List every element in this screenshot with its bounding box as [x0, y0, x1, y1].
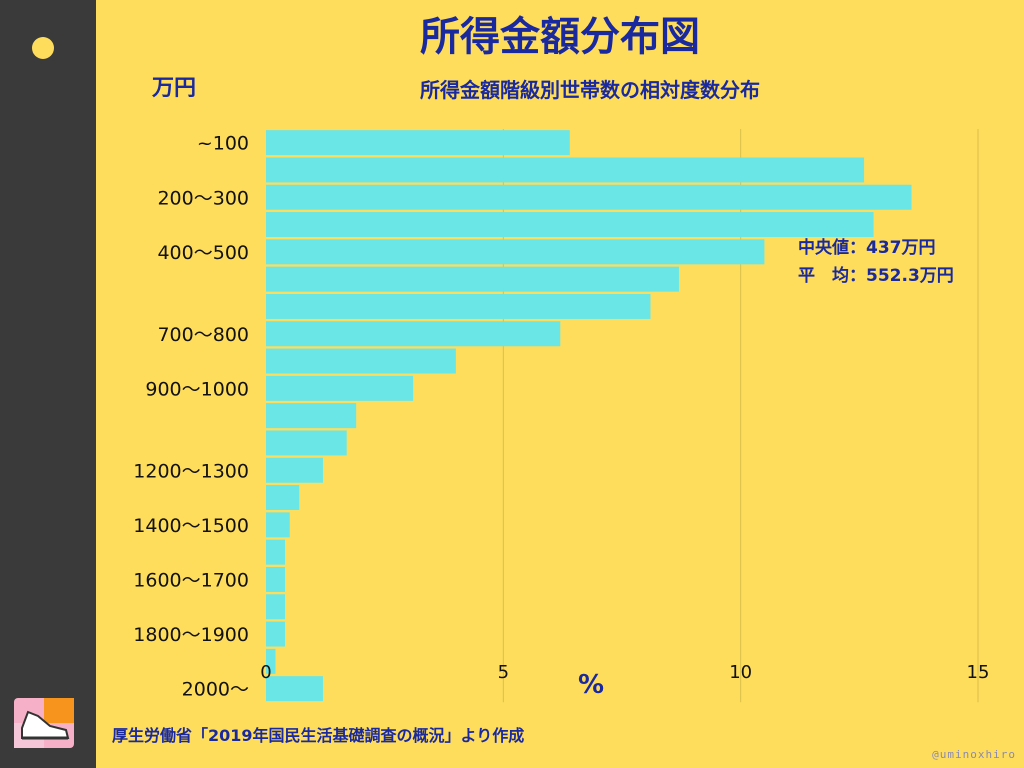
category-label-12: 1200～1300: [133, 460, 249, 482]
mean-row: 平 均：552.3万円: [798, 262, 954, 290]
bar-17: [266, 594, 285, 620]
chart-subtitle: 所得金額階級別世帯数の相対度数分布: [420, 78, 760, 102]
author-credit: @uminoxhiro: [932, 748, 1016, 761]
bar-14: [266, 512, 290, 538]
x-tick-label-0: 0: [260, 662, 271, 683]
median-row: 中央値：437万円: [798, 234, 954, 262]
bar-16: [266, 566, 285, 592]
category-label-18: 1800～1900: [133, 624, 249, 646]
x-tick-label-1: 5: [498, 662, 509, 683]
bar-7: [266, 321, 561, 347]
bar-9: [266, 375, 414, 401]
bar-13: [266, 485, 300, 511]
category-label-2: 200～300: [157, 187, 249, 209]
category-label-16: 1600～1700: [133, 569, 249, 591]
bar-11: [266, 430, 347, 456]
x-tick-label-2: 10: [729, 662, 752, 683]
bar-1: [266, 157, 865, 183]
category-label-4: 400～500: [157, 242, 249, 264]
bar-4: [266, 239, 765, 265]
x-axis-label: %: [578, 670, 604, 700]
category-label-0: ~100: [197, 133, 249, 155]
bar-18: [266, 621, 285, 647]
category-label-9: 900～1000: [145, 378, 249, 400]
bar-20: [266, 676, 323, 702]
stats-annotation: 中央値：437万円 平 均：552.3万円: [798, 234, 954, 290]
sidebar-dot: [32, 37, 54, 59]
category-label-20: 2000～: [182, 679, 249, 701]
bar-6: [266, 293, 651, 319]
x-tick-label-3: 15: [967, 662, 990, 683]
bar-12: [266, 457, 323, 483]
bar-3: [266, 212, 874, 238]
source-note: 厚生労働省「2019年国民生活基礎調査の概況」より作成: [112, 726, 525, 745]
median-label: 中央値：: [798, 238, 866, 258]
bar-0: [266, 130, 570, 156]
shoe-logo-icon: [14, 698, 74, 748]
mean-label: 平 均：: [798, 266, 866, 286]
left-sidebar: [0, 0, 96, 768]
mean-value: 552.3万円: [866, 266, 954, 286]
bar-15: [266, 539, 285, 565]
bar-2: [266, 184, 912, 210]
category-label-7: 700～800: [157, 324, 249, 346]
y-axis-unit-label: 万円: [152, 76, 197, 101]
bar-19: [266, 648, 276, 674]
bar-8: [266, 348, 456, 374]
bar-10: [266, 403, 357, 429]
bar-5: [266, 266, 679, 292]
chart-title: 所得金額分布図: [420, 14, 700, 60]
median-value: 437万円: [866, 238, 936, 258]
category-label-14: 1400～1500: [133, 515, 249, 537]
